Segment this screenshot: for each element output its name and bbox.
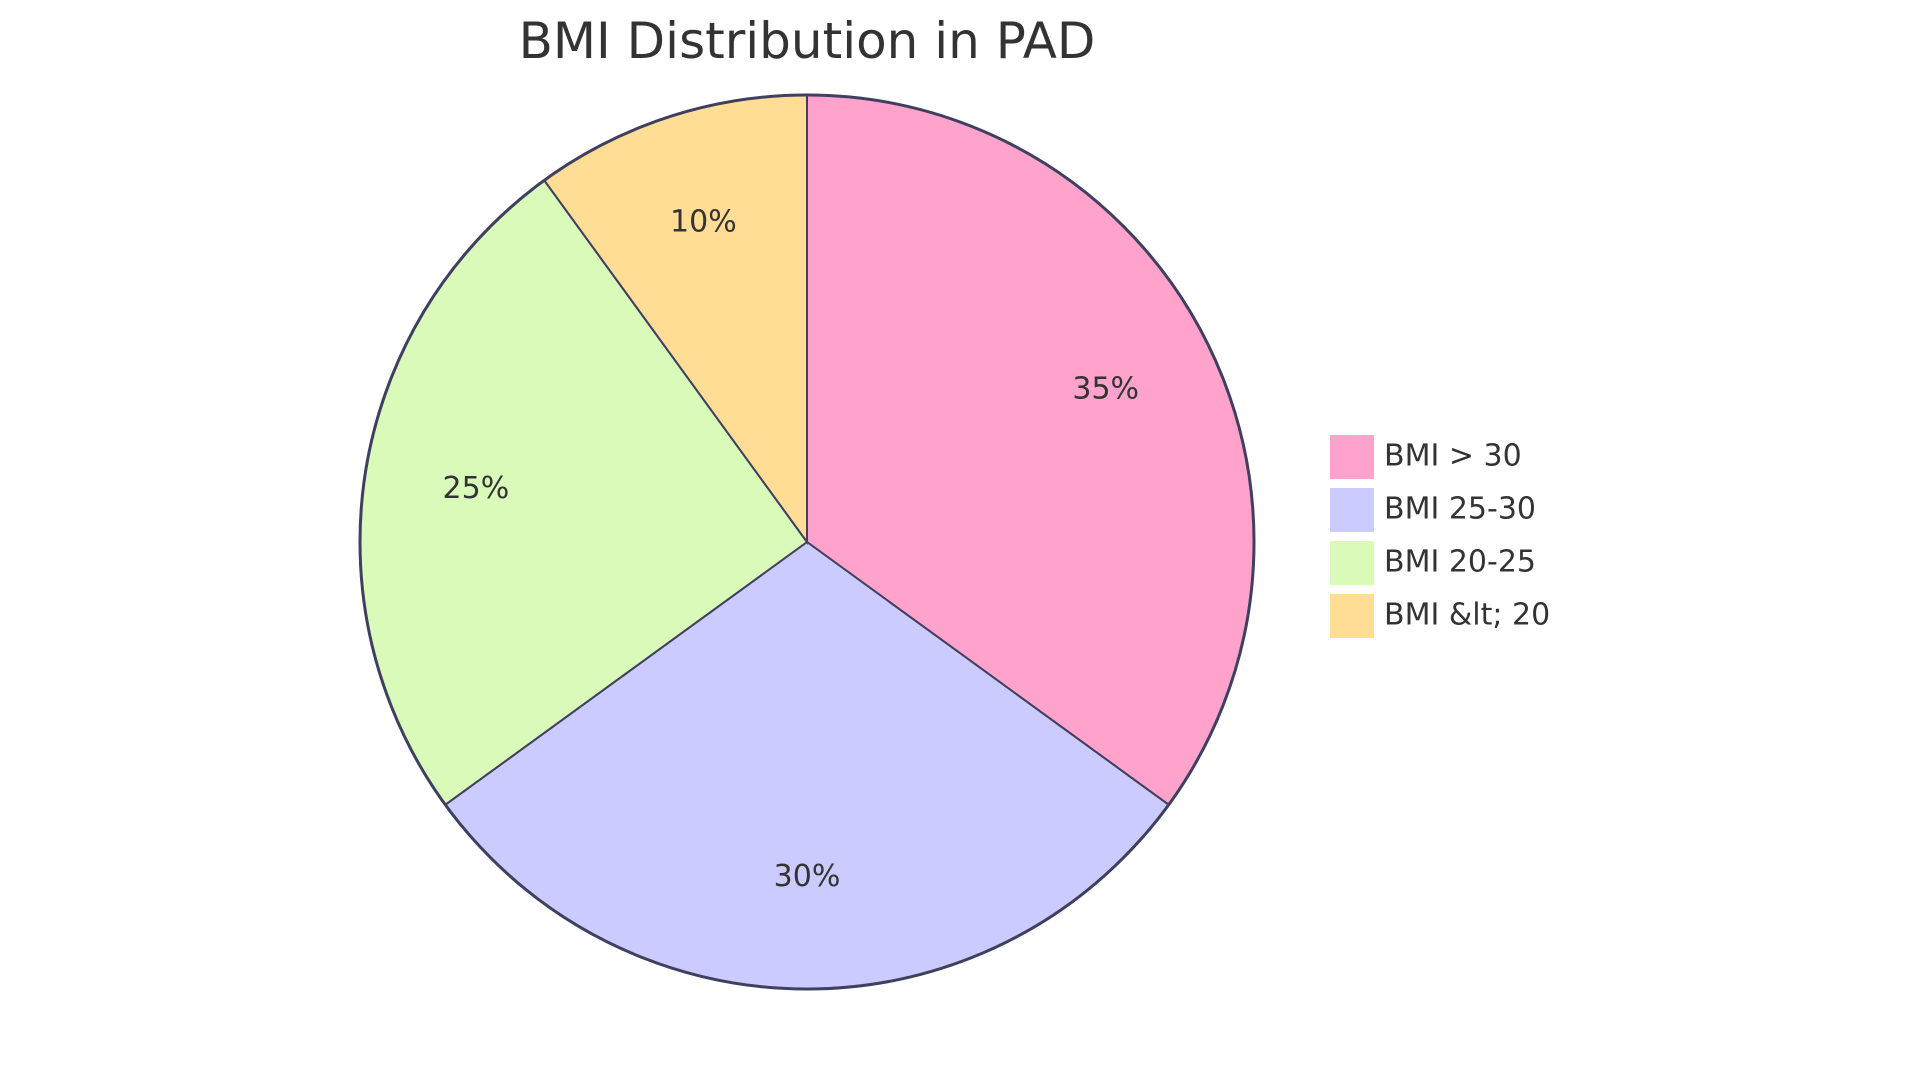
slice-label-bmi-25-30: 30% [774,859,841,894]
chart-title: BMI Distribution in PAD [519,12,1096,70]
slice-label-bmi-20-25: 25% [443,471,510,506]
legend-label-bmi-20-25: BMI 20-25 [1384,545,1536,580]
legend-label-bmi-20: BMI &lt; 20 [1384,598,1550,633]
legend-swatch-bmi-20 [1330,594,1374,638]
legend-item-bmi-25-30: BMI 25-30 [1330,488,1536,532]
legend-swatch-bmi-20-25 [1330,541,1374,585]
slice-label-bmi-20: 10% [670,205,737,240]
legend-swatch-bmi-30 [1330,435,1374,479]
legend-item-bmi-20-25: BMI 20-25 [1330,541,1536,585]
legend-item-bmi-30: BMI > 30 [1330,435,1522,479]
legend: BMI > 30 BMI 25-30 BMI 20-25 BMI &lt; 20 [1330,435,1550,638]
legend-item-bmi-20: BMI &lt; 20 [1330,594,1550,638]
pie-outline [358,93,1256,991]
legend-label-bmi-30: BMI > 30 [1384,439,1522,474]
pie-slices [358,93,1255,990]
slice-label-bmi-30: 35% [1072,371,1139,406]
legend-swatch-bmi-25-30 [1330,488,1374,532]
legend-label-bmi-25-30: BMI 25-30 [1384,492,1536,527]
slice-labels: 35% 30% 25% 10% [443,205,1140,894]
